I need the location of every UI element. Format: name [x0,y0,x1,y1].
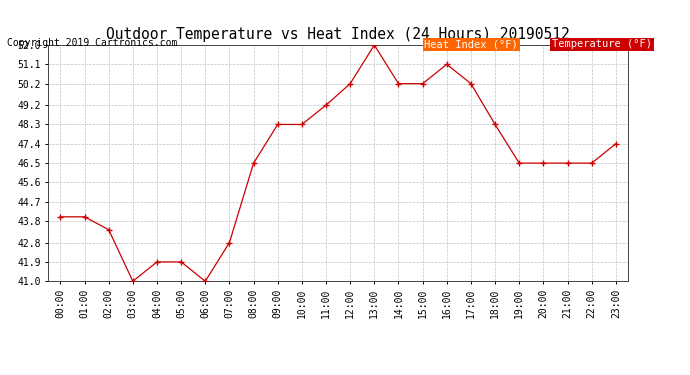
Text: Heat Index (°F): Heat Index (°F) [424,39,518,50]
Text: Temperature (°F): Temperature (°F) [552,39,652,50]
Title: Outdoor Temperature vs Heat Index (24 Hours) 20190512: Outdoor Temperature vs Heat Index (24 Ho… [106,27,570,42]
Text: Copyright 2019 Cartronics.com: Copyright 2019 Cartronics.com [7,38,177,48]
